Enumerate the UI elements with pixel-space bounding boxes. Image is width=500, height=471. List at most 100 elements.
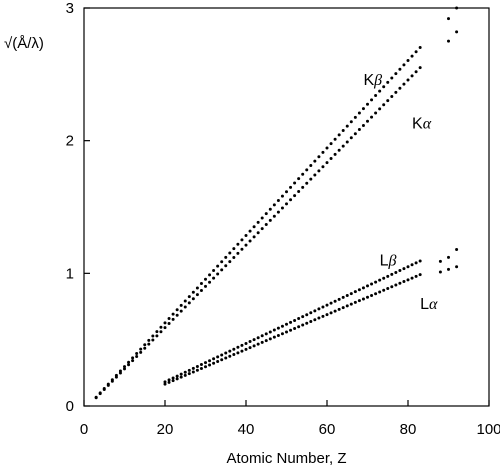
data-point [167,380,171,384]
data-point [256,336,260,340]
data-point [240,238,244,242]
data-point [151,338,155,342]
data-point [289,328,293,332]
data-point [305,313,309,317]
data-point [410,276,414,280]
data-point [370,115,374,119]
data-point [252,344,256,348]
data-point [402,280,406,284]
series-label-greek: α [423,116,432,133]
data-point [361,297,365,301]
data-point [179,303,183,307]
data-point [208,363,212,367]
data-point [280,324,284,328]
data-point [366,119,369,123]
data-point [264,332,268,336]
data-point [341,306,345,310]
x-tick-label: 20 [157,421,174,438]
data-point [147,338,151,342]
data-point [244,243,248,247]
data-point [167,378,171,382]
data-point [244,347,248,351]
data-point [305,321,309,325]
data-point [289,320,293,324]
data-point [114,375,118,379]
axis-ticks: 0 20 40 60 80 100 0 1 2 3 [66,0,500,438]
data-point [378,107,382,111]
data-point [175,313,179,317]
data-point [370,293,374,297]
data-point [264,222,268,226]
data-point [410,74,414,78]
data-point [357,299,361,303]
data-point [337,297,341,301]
data-point [402,82,406,86]
data-point [406,265,410,269]
y-tick-label: 3 [66,0,74,17]
series-label: Lα [420,296,438,313]
data-point [414,261,418,265]
data-point [195,368,199,372]
data-point [139,347,143,351]
data-point [212,357,216,361]
x-tick-label: 60 [319,421,336,438]
data-point [447,17,450,21]
data-point [183,370,187,374]
data-point [394,270,398,274]
data-point [244,233,248,237]
data-point [131,359,135,363]
series-label: Kα [412,116,432,133]
data-point [313,318,317,322]
data-point [378,290,382,294]
data-point [260,227,264,231]
data-point [321,305,325,309]
data-point [313,159,317,163]
data-point [305,168,309,172]
data-point [374,280,378,284]
data-point [167,321,171,325]
data-point [447,255,450,259]
x-tick-label: 40 [238,421,255,438]
series-label: Kβ [363,72,382,89]
data-point [98,392,102,396]
data-point [224,356,228,360]
data-point [382,85,386,89]
data-point [272,203,276,207]
data-point [208,359,212,363]
data-point [236,242,240,246]
data-point [406,59,410,63]
data-point [248,346,252,350]
data-point [370,98,374,102]
series-label-greek: β [388,252,397,269]
data-point [260,340,264,344]
data-point [438,270,442,274]
data-point [374,94,378,98]
data-point [143,346,147,350]
y-axis-title: √(Å/λ) [4,35,44,52]
data-point [410,263,414,267]
data-point [345,304,349,308]
data-point [191,290,195,294]
data-point [94,396,98,400]
data-point [337,148,341,152]
data-point [204,365,207,369]
data-point [135,352,139,356]
data-point [386,274,390,278]
data-point [386,287,390,291]
data-point [398,269,402,273]
data-point [309,164,313,167]
data-point [256,342,260,346]
data-point [418,259,422,263]
data-point [139,350,143,354]
data-point [268,337,272,341]
series-label-greek: β [373,72,382,89]
data-point [386,99,390,103]
data-point [240,247,244,251]
data-point [123,365,126,369]
data-point [382,288,386,292]
data-point [204,361,207,365]
data-point [394,90,398,94]
data-point [212,276,216,280]
data-point [329,156,333,160]
